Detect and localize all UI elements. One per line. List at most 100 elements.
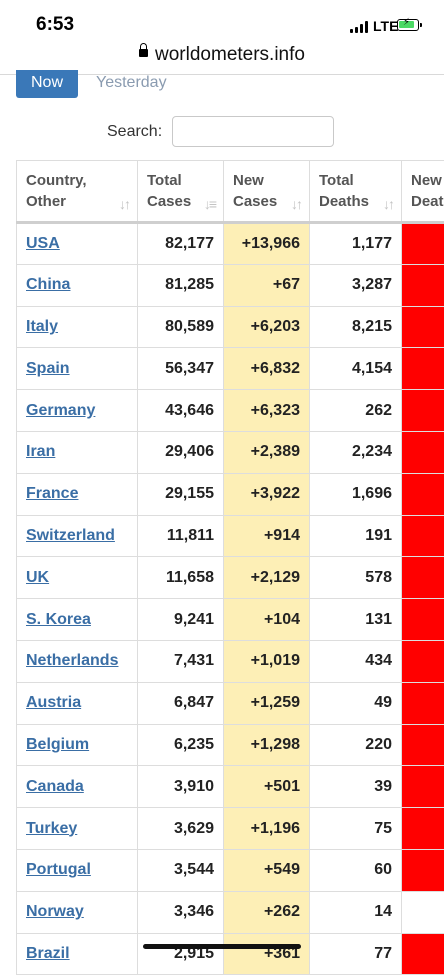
new-cases-cell: +2,129 <box>224 557 310 599</box>
new-deaths-cell <box>402 891 444 933</box>
country-cell: China <box>17 264 138 306</box>
url-text: worldometers.info <box>155 44 305 65</box>
total-cases-cell: 6,235 <box>138 724 224 766</box>
header-country-line2: Other <box>26 193 66 210</box>
country-cell: Belgium <box>17 724 138 766</box>
new-deaths-cell <box>402 849 444 891</box>
total-cases-cell: 82,177 <box>138 223 224 265</box>
total-deaths-cell: 578 <box>310 557 402 599</box>
country-link[interactable]: France <box>26 485 78 502</box>
country-link[interactable]: Austria <box>26 694 81 711</box>
new-deaths-cell <box>402 515 444 557</box>
header-new-deaths[interactable]: New Deat <box>402 161 444 223</box>
new-deaths-cell <box>402 640 444 682</box>
new-cases-cell: +262 <box>224 891 310 933</box>
country-link[interactable]: Netherlands <box>26 652 118 669</box>
total-cases-cell: 3,629 <box>138 808 224 850</box>
total-deaths-cell: 262 <box>310 390 402 432</box>
search-input[interactable] <box>172 116 334 147</box>
new-deaths-cell <box>402 306 444 348</box>
country-link[interactable]: USA <box>26 235 60 252</box>
header-new-deaths-line1: New <box>411 172 442 189</box>
new-cases-cell: +361 <box>224 933 310 975</box>
country-link[interactable]: Turkey <box>26 820 77 837</box>
total-cases-cell: 11,658 <box>138 557 224 599</box>
home-indicator[interactable] <box>143 944 301 949</box>
total-deaths-cell: 191 <box>310 515 402 557</box>
total-deaths-cell: 4,154 <box>310 348 402 390</box>
header-country[interactable]: Country, Other ↓↑ <box>17 161 138 223</box>
new-cases-cell: +1,019 <box>224 640 310 682</box>
header-new-cases-line2: Cases <box>233 193 277 210</box>
total-deaths-cell: 3,287 <box>310 264 402 306</box>
total-deaths-cell: 49 <box>310 682 402 724</box>
status-bar: 6:53 LTE ⚡ <box>0 0 444 44</box>
header-total-cases-line2: Cases <box>147 193 191 210</box>
header-new-deaths-line2: Deat <box>411 193 444 210</box>
new-cases-cell: +914 <box>224 515 310 557</box>
tab-yesterday[interactable]: Yesterday <box>96 74 167 92</box>
sort-icon: ↓↑ <box>383 194 393 215</box>
total-cases-cell: 3,544 <box>138 849 224 891</box>
country-cell: Portugal <box>17 849 138 891</box>
country-link[interactable]: China <box>26 276 70 293</box>
country-cell: Canada <box>17 766 138 808</box>
country-link[interactable]: S. Korea <box>26 611 91 628</box>
tab-now[interactable]: Now <box>16 70 78 98</box>
country-cell: Germany <box>17 390 138 432</box>
new-cases-cell: +67 <box>224 264 310 306</box>
new-cases-cell: +1,259 <box>224 682 310 724</box>
country-link[interactable]: UK <box>26 569 49 586</box>
country-link[interactable]: Canada <box>26 778 84 795</box>
total-cases-cell: 6,847 <box>138 682 224 724</box>
country-link[interactable]: Brazil <box>26 945 70 962</box>
total-cases-cell: 11,811 <box>138 515 224 557</box>
new-deaths-cell <box>402 431 444 473</box>
total-deaths-cell: 220 <box>310 724 402 766</box>
new-cases-cell: +1,298 <box>224 724 310 766</box>
header-country-line1: Country, <box>26 172 87 189</box>
total-cases-cell: 9,241 <box>138 599 224 641</box>
country-link[interactable]: Belgium <box>26 736 89 753</box>
total-cases-cell: 43,646 <box>138 390 224 432</box>
new-deaths-cell <box>402 682 444 724</box>
total-cases-cell: 80,589 <box>138 306 224 348</box>
new-cases-cell: +104 <box>224 599 310 641</box>
status-time: 6:53 <box>36 14 74 36</box>
total-deaths-cell: 1,177 <box>310 223 402 265</box>
country-link[interactable]: Iran <box>26 443 55 460</box>
new-deaths-cell <box>402 264 444 306</box>
country-cell: S. Korea <box>17 599 138 641</box>
new-cases-cell: +6,323 <box>224 390 310 432</box>
new-deaths-cell <box>402 348 444 390</box>
sort-icon: ↓↑ <box>119 194 129 215</box>
total-cases-cell: 29,406 <box>138 431 224 473</box>
country-cell: Iran <box>17 431 138 473</box>
country-link[interactable]: Portugal <box>26 861 91 878</box>
total-deaths-cell: 8,215 <box>310 306 402 348</box>
new-cases-cell: +6,203 <box>224 306 310 348</box>
new-deaths-cell <box>402 808 444 850</box>
country-cell: Austria <box>17 682 138 724</box>
header-total-cases-line1: Total <box>147 172 182 189</box>
country-cell: France <box>17 473 138 515</box>
country-link[interactable]: Germany <box>26 402 95 419</box>
country-link[interactable]: Switzerland <box>26 527 115 544</box>
country-link[interactable]: Italy <box>26 318 58 335</box>
country-link[interactable]: Norway <box>26 903 84 920</box>
country-link[interactable]: Spain <box>26 360 70 377</box>
search-label: Search: <box>107 123 162 141</box>
battery-icon: ⚡ <box>397 19 419 31</box>
country-cell: Brazil <box>17 933 138 975</box>
